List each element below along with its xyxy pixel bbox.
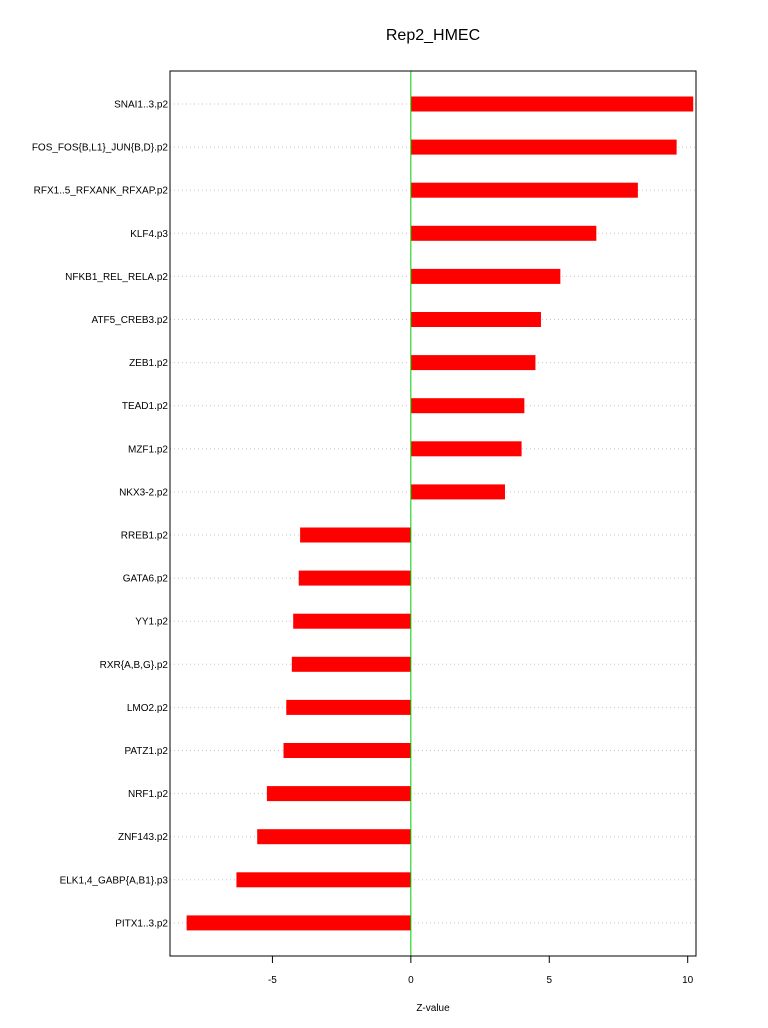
bar bbox=[410, 484, 505, 500]
x-tick-label: -5 bbox=[268, 975, 277, 986]
bar bbox=[410, 355, 536, 371]
category-label: KLF4.p3 bbox=[130, 229, 168, 240]
category-label: PITX1..3.p2 bbox=[115, 918, 168, 929]
category-label: ZEB1.p2 bbox=[129, 358, 168, 369]
category-label: NFKB1_REL_RELA.p2 bbox=[65, 272, 168, 283]
bar bbox=[410, 312, 541, 327]
category-label: ATF5_CREB3.p2 bbox=[91, 315, 168, 326]
bar bbox=[257, 829, 411, 845]
bar bbox=[300, 527, 411, 543]
bar bbox=[410, 225, 597, 241]
bar bbox=[236, 872, 411, 888]
bar bbox=[410, 182, 638, 198]
bar bbox=[293, 613, 411, 629]
category-label: RXR{A,B,G}.p2 bbox=[100, 660, 169, 671]
bar bbox=[410, 139, 677, 155]
x-axis: -5 0 5 10 bbox=[268, 955, 694, 986]
category-label: NKX3-2.p2 bbox=[119, 487, 168, 498]
category-label: RREB1.p2 bbox=[121, 531, 169, 542]
bar bbox=[410, 268, 561, 284]
bar bbox=[410, 398, 525, 414]
bar bbox=[410, 96, 694, 112]
plot-frame bbox=[169, 70, 697, 957]
category-label: ELK1,4_GABP{A,B1}.p3 bbox=[60, 875, 169, 886]
category-label: FOS_FOS{B,L1}_JUN{B,D}.p2 bbox=[32, 143, 169, 154]
category-label: YY1.p2 bbox=[135, 617, 168, 628]
category-label: ZNF143.p2 bbox=[118, 832, 168, 843]
category-label: TEAD1.p2 bbox=[122, 401, 169, 412]
category-label: LMO2.p2 bbox=[127, 703, 169, 714]
bar bbox=[410, 441, 522, 457]
bar bbox=[186, 915, 411, 931]
category-label: PATZ1.p2 bbox=[124, 746, 168, 757]
category-label: SNAI1..3.p2 bbox=[114, 100, 168, 111]
category-label: MZF1.p2 bbox=[128, 444, 168, 455]
bar bbox=[291, 656, 411, 672]
category-labels: SNAI1..3.p2 FOS_FOS{B,L1}_JUN{B,D}.p2 RFX1… bbox=[32, 100, 169, 930]
category-label: NRF1.p2 bbox=[128, 789, 168, 800]
chart-title: Rep2_HMEC bbox=[386, 27, 480, 44]
bar bbox=[298, 570, 411, 586]
x-axis-title: Z-value bbox=[416, 1003, 450, 1014]
bar bbox=[286, 699, 411, 715]
category-label: GATA6.p2 bbox=[123, 574, 169, 585]
category-label: RFX1..5_RFXANK_RFXAP.p2 bbox=[34, 186, 169, 197]
bar bbox=[283, 743, 411, 758]
x-tick-label: 5 bbox=[546, 975, 552, 986]
bar bbox=[266, 786, 411, 802]
x-tick-label: 0 bbox=[408, 975, 414, 986]
bars bbox=[186, 96, 694, 931]
x-tick-label: 10 bbox=[682, 975, 694, 986]
